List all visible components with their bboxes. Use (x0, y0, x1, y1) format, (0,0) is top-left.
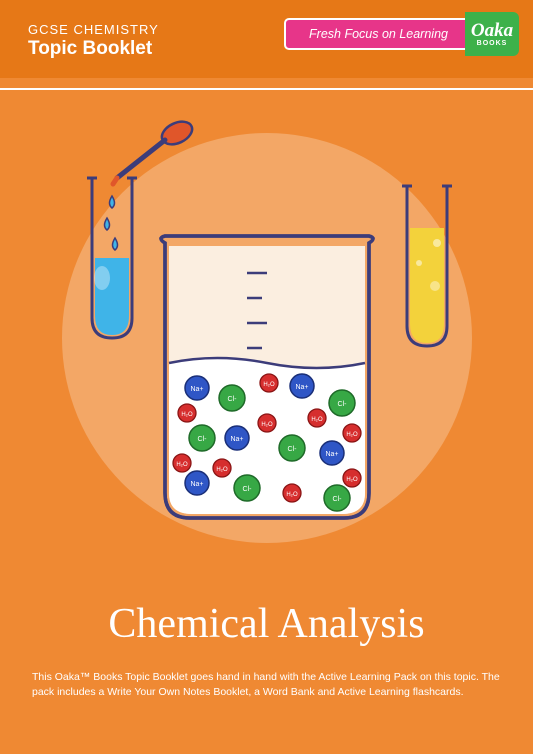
svg-text:H₂O: H₂O (346, 432, 358, 438)
svg-text:Cl-: Cl- (197, 436, 207, 443)
logo-sub: BOOKS (477, 40, 508, 47)
cover: GCSE CHEMISTRY Topic Booklet Fresh Focus… (0, 0, 533, 754)
svg-text:H₂O: H₂O (176, 462, 188, 468)
booklet-line: Topic Booklet (28, 38, 152, 60)
svg-text:Na+: Na+ (190, 386, 203, 393)
svg-text:Na+: Na+ (325, 451, 338, 458)
header: GCSE CHEMISTRY Topic Booklet Fresh Focus… (0, 0, 533, 78)
svg-text:Cl-: Cl- (337, 401, 347, 408)
svg-text:Cl-: Cl- (332, 496, 342, 503)
svg-text:H₂O: H₂O (311, 417, 323, 423)
focus-badge-text: Fresh Focus on Learning (309, 27, 448, 41)
chemistry-svg: Na+ Na+ Na+ Na+ Na+ Cl- Cl- Cl- Cl- Cl- … (47, 108, 487, 548)
svg-text:Na+: Na+ (295, 384, 308, 391)
brand-badge: Fresh Focus on Learning Oaka BOOKS (284, 12, 519, 56)
title: Chemical Analysis (0, 600, 533, 648)
svg-text:H₂O: H₂O (216, 467, 228, 473)
svg-text:H₂O: H₂O (263, 382, 275, 388)
logo-main: Oaka (471, 21, 513, 40)
header-rule (0, 88, 533, 90)
svg-text:H₂O: H₂O (181, 412, 193, 418)
svg-text:H₂O: H₂O (261, 422, 273, 428)
svg-text:H₂O: H₂O (286, 492, 298, 498)
svg-text:Cl-: Cl- (287, 446, 297, 453)
illustration: Na+ Na+ Na+ Na+ Na+ Cl- Cl- Cl- Cl- Cl- … (47, 108, 487, 548)
oaka-logo: Oaka BOOKS (465, 12, 519, 56)
svg-text:Cl-: Cl- (242, 486, 252, 493)
svg-text:H₂O: H₂O (346, 477, 358, 483)
svg-text:Na+: Na+ (190, 481, 203, 488)
focus-badge: Fresh Focus on Learning (284, 18, 473, 50)
svg-text:Cl-: Cl- (227, 396, 237, 403)
blurb: This Oaka™ Books Topic Booklet goes hand… (32, 670, 501, 699)
svg-text:Na+: Na+ (230, 436, 243, 443)
subject-line: GCSE CHEMISTRY (28, 22, 159, 37)
